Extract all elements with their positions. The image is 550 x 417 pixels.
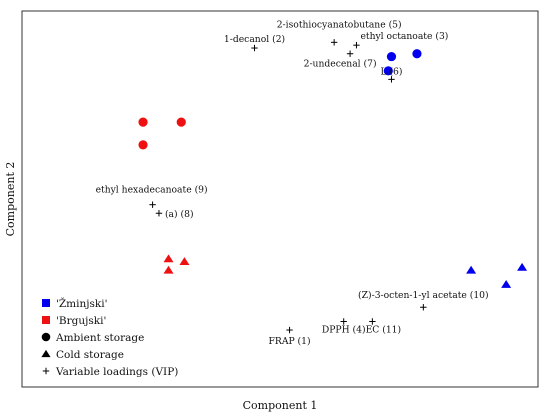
loading-label-4: L (6) [380, 66, 402, 77]
loading-marker-9 [369, 318, 376, 325]
loading-marker-1 [330, 39, 338, 46]
legend-symbol-3 [41, 349, 51, 358]
loading-marker-6 [155, 210, 163, 217]
legend: 'Žminjski' 'Brgujski' Ambient storage Cold … [41, 296, 178, 378]
loading-label-2: ethyl octanoate (3) [360, 31, 448, 42]
x-axis-title: Component 1 [243, 399, 318, 412]
loading-label-8: DPPH (4) [322, 324, 366, 335]
loading-label-6: (a) (8) [165, 209, 194, 220]
point-s1-2 [138, 140, 148, 150]
legend-label-3: Cold storage [56, 349, 124, 361]
point-s2-1 [179, 257, 190, 266]
point-s2-0 [163, 254, 174, 263]
legend-symbol-4 [42, 367, 50, 375]
loading-label-10: FRAP (1) [269, 336, 311, 347]
loading-marker-10 [286, 326, 293, 334]
loading-label-0: 1-decanol (2) [224, 34, 285, 45]
point-s2-2 [163, 265, 174, 274]
legend-label-2: Ambient storage [55, 332, 144, 344]
legend-symbol-1 [42, 316, 50, 324]
legend-symbol-0 [42, 299, 50, 307]
loading-marker-2 [353, 41, 360, 49]
variable-loadings: 1-decanol (2)2-isothiocyanatobutane (5)e… [96, 19, 489, 347]
loading-marker-4 [388, 76, 395, 83]
legend-label-1: 'Brgujski' [56, 315, 106, 327]
legend-symbol-2 [41, 332, 51, 342]
loading-label-5: ethyl hexadecanoate (9) [96, 185, 208, 196]
loading-label-3: 2-undecenal (7) [304, 59, 377, 70]
legend-label-0: 'Žminjski' [56, 296, 108, 310]
point-s0-1 [412, 49, 422, 59]
point-s3-2 [501, 279, 512, 288]
loading-label-1: 2-isothiocyanatobutane (5) [277, 19, 402, 30]
loading-marker-0 [251, 44, 258, 52]
point-s3-1 [517, 262, 528, 271]
y-axis-title: Component 2 [4, 162, 17, 237]
loading-marker-7 [420, 304, 427, 311]
point-s1-0 [138, 117, 148, 127]
loading-marker-5 [149, 201, 156, 208]
point-s3-0 [466, 265, 477, 274]
point-s1-1 [176, 117, 186, 127]
loading-label-7: (Z)-3-octen-1-yl acetate (10) [358, 290, 489, 301]
point-s0-2 [383, 66, 393, 76]
data-points [138, 49, 528, 288]
plot-frame [21, 10, 539, 388]
loading-label-9: EC (11) [366, 324, 402, 335]
loading-marker-3 [346, 50, 354, 57]
legend-label-4: Variable loadings (VIP) [55, 366, 178, 378]
point-s0-0 [386, 51, 397, 62]
loading-marker-8 [340, 318, 347, 325]
